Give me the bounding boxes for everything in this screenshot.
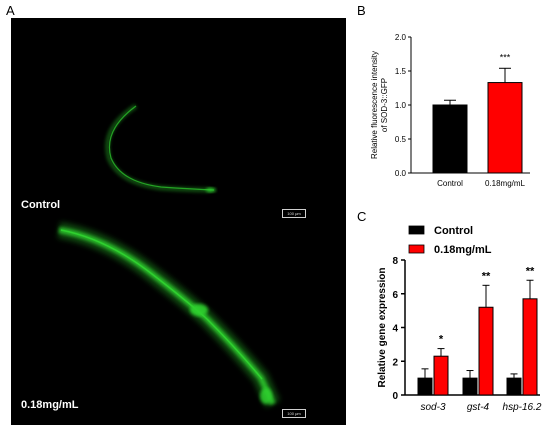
y-tick-label: 1.0 xyxy=(395,101,407,110)
bar xyxy=(522,298,538,396)
bar xyxy=(433,355,449,396)
bar xyxy=(432,104,468,174)
x-tick-label: Control xyxy=(437,179,463,188)
treated-worm-core xyxy=(60,229,263,380)
control-worm-core xyxy=(108,105,215,191)
legend-swatch xyxy=(408,244,425,254)
x-tick-label: hsp-16.2 xyxy=(503,402,542,413)
y-axis-label: Relative gene expression xyxy=(377,267,388,387)
control-worm xyxy=(105,103,212,193)
control-label: Control xyxy=(21,199,61,211)
legend-label: Control xyxy=(434,225,473,237)
y-tick-label: 0.0 xyxy=(395,169,407,178)
bar xyxy=(487,82,523,174)
legend-swatch xyxy=(408,225,425,235)
y-tick-label: 1.5 xyxy=(395,67,407,76)
treated-worm-halo xyxy=(57,222,281,408)
y-tick-label: 0 xyxy=(392,391,398,402)
significance-label: * xyxy=(439,334,444,346)
microscopy-image: Control 0.18mg/mL 100 μm 100 μm xyxy=(11,18,346,425)
bar xyxy=(478,306,494,396)
significance-label: ** xyxy=(526,265,535,277)
treated-label: 0.18mg/mL xyxy=(21,399,79,411)
bar xyxy=(417,377,433,396)
y-axis-label-line-1: Relative fluorescence intensity xyxy=(370,51,379,159)
y-tick-label: 2 xyxy=(392,357,398,368)
panel-b-letter: B xyxy=(357,3,366,18)
y-axis-label-line-2: of SOD-3::GFP xyxy=(380,78,389,132)
control-worm-tail-glow xyxy=(206,187,216,193)
treated-worm xyxy=(58,227,276,406)
scale-bar-top: 100 μm xyxy=(282,209,306,218)
bar xyxy=(506,377,522,396)
significance-label: *** xyxy=(500,52,511,62)
bar xyxy=(462,377,478,396)
worm-fluorescence-drawing xyxy=(57,103,281,408)
y-tick-label: 4 xyxy=(392,324,398,335)
panel-c-letter: C xyxy=(357,209,367,224)
panel-a-letter: A xyxy=(6,3,15,18)
treated-worm-bright-spot xyxy=(190,304,208,316)
legend-label: 0.18mg/mL xyxy=(434,244,492,256)
x-tick-label: 0.18mg/mL xyxy=(485,179,526,188)
treated-worm-tail-spot xyxy=(260,388,272,404)
scale-bar-bottom: 100 μm xyxy=(282,409,306,418)
x-tick-label: gst-4 xyxy=(467,402,490,413)
y-tick-label: 2.0 xyxy=(395,33,407,42)
y-tick-label: 6 xyxy=(392,290,398,301)
x-tick-label: sod-3 xyxy=(420,402,445,413)
y-tick-label: 0.5 xyxy=(395,135,407,144)
y-tick-label: 8 xyxy=(392,256,398,267)
significance-label: ** xyxy=(482,270,491,282)
